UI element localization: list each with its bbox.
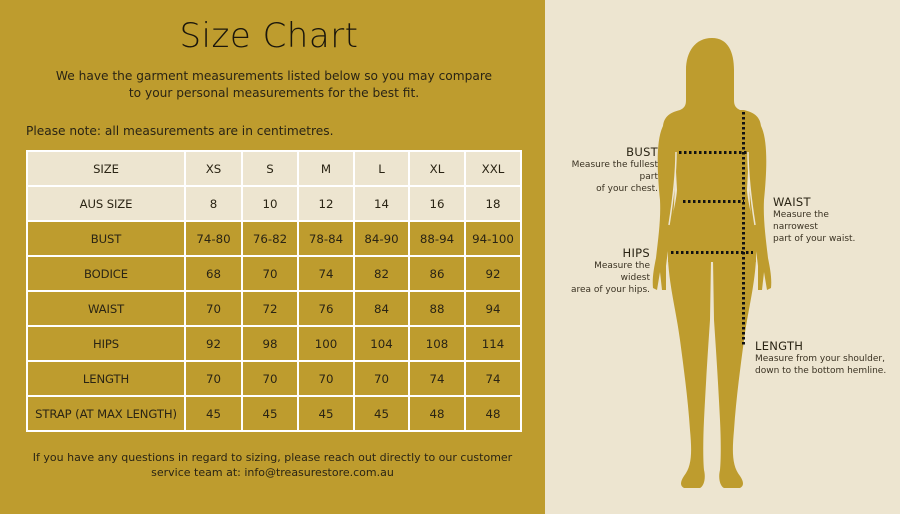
female-silhouette-icon xyxy=(652,38,772,488)
table-cell: 78-84 xyxy=(297,220,355,257)
table-cell: 94-100 xyxy=(464,220,522,257)
column-header-m: M xyxy=(297,150,355,187)
contact-line-2: service team at: info@treasurestore.com.… xyxy=(151,466,394,479)
table-cell: 74 xyxy=(297,255,355,292)
table-cell: 45 xyxy=(184,395,243,432)
table-cell: 14 xyxy=(353,185,410,222)
table-row-length: LENGTH 70 70 70 70 74 74 xyxy=(26,360,522,397)
waist-desc-1: Measure the xyxy=(773,210,829,220)
table-cell: 70 xyxy=(184,360,243,397)
table-cell: 88 xyxy=(408,290,466,327)
length-callout: LENGTH Measure from your shoulder, down … xyxy=(755,339,900,377)
table-cell: 88-94 xyxy=(408,220,466,257)
table-cell: 98 xyxy=(241,325,299,362)
intro-line-2: to your personal measurements for the be… xyxy=(128,86,420,100)
hips-title: HIPS xyxy=(622,246,650,260)
table-header-row: SIZE XS S M L XL XXL xyxy=(26,150,522,187)
table-cell: 10 xyxy=(241,185,299,222)
table-cell: 68 xyxy=(184,255,243,292)
table-cell: 8 xyxy=(184,185,243,222)
table-cell: 70 xyxy=(297,360,355,397)
table-cell: 70 xyxy=(184,290,243,327)
table-cell: 74-80 xyxy=(184,220,243,257)
column-header-s: S xyxy=(241,150,299,187)
table-cell: 45 xyxy=(297,395,355,432)
waist-title: WAIST xyxy=(773,195,811,209)
page-title: Size Chart xyxy=(179,16,359,56)
table-cell: 114 xyxy=(464,325,522,362)
bust-title: BUST xyxy=(626,145,658,159)
table-cell: 82 xyxy=(353,255,410,292)
table-cell: 48 xyxy=(408,395,466,432)
bust-desc-2: part xyxy=(639,172,658,182)
length-title: LENGTH xyxy=(755,339,804,353)
table-cell: 45 xyxy=(241,395,299,432)
table-cell: 94 xyxy=(464,290,522,327)
table-cell: 84 xyxy=(353,290,410,327)
table-cell: 18 xyxy=(464,185,522,222)
table-row-strap: STRAP (AT MAX LENGTH) 45 45 45 45 48 48 xyxy=(26,395,522,432)
length-desc-1: Measure from your shoulder, xyxy=(755,354,885,364)
waist-desc-2: narrowest xyxy=(773,222,818,232)
waist-desc-3: part of your waist. xyxy=(773,234,856,244)
units-note: Please note: all measurements are in cen… xyxy=(26,124,334,138)
length-desc-2: down to the bottom hemline. xyxy=(755,366,887,376)
table-cell: 92 xyxy=(464,255,522,292)
table-cell: 104 xyxy=(353,325,410,362)
table-cell: 92 xyxy=(184,325,243,362)
table-cell: 48 xyxy=(464,395,522,432)
column-header-l: L xyxy=(353,150,410,187)
row-label: HIPS xyxy=(26,325,186,362)
contact-note: If you have any questions in regard to s… xyxy=(0,450,545,480)
column-header-xxl: XXL xyxy=(464,150,522,187)
bust-callout: BUST Measure the fullest part of your ch… xyxy=(570,145,658,195)
row-label: BUST xyxy=(26,220,186,257)
row-label: WAIST xyxy=(26,290,186,327)
table-row-bust: BUST 74-80 76-82 78-84 84-90 88-94 94-10… xyxy=(26,220,522,257)
waist-callout: WAIST Measure the narrowest part of your… xyxy=(773,195,893,245)
hips-desc-3: area of your hips. xyxy=(570,285,650,295)
row-label: STRAP (AT MAX LENGTH) xyxy=(26,395,186,432)
table-cell: 108 xyxy=(408,325,466,362)
hips-desc-1: Measure the xyxy=(594,261,650,271)
table-cell: 16 xyxy=(408,185,466,222)
table-row-aus-size: AUS SIZE 8 10 12 14 16 18 xyxy=(26,185,522,222)
table-cell: 70 xyxy=(241,360,299,397)
table-cell: 70 xyxy=(353,360,410,397)
intro-text: We have the garment measurements listed … xyxy=(0,68,548,102)
measurement-guides xyxy=(671,112,753,345)
intro-line-1: We have the garment measurements listed … xyxy=(55,69,493,83)
table-cell: 76-82 xyxy=(241,220,299,257)
table-cell: 70 xyxy=(241,255,299,292)
table-cell: 45 xyxy=(353,395,410,432)
bust-desc-1: Measure the fullest xyxy=(571,160,658,170)
bust-desc-3: of your chest. xyxy=(596,184,658,194)
row-label: AUS SIZE xyxy=(26,185,186,222)
table-cell: 74 xyxy=(408,360,466,397)
table-cell: 12 xyxy=(297,185,355,222)
hips-callout: HIPS Measure the widest area of your hip… xyxy=(570,246,650,296)
contact-line-1: If you have any questions in regard to s… xyxy=(32,451,513,464)
table-row-bodice: BODICE 68 70 74 82 86 92 xyxy=(26,255,522,292)
table-row-hips: HIPS 92 98 100 104 108 114 xyxy=(26,325,522,362)
row-label: BODICE xyxy=(26,255,186,292)
table-row-waist: WAIST 70 72 76 84 88 94 xyxy=(26,290,522,327)
size-table: SIZE XS S M L XL XXL AUS SIZE 8 10 12 14… xyxy=(26,150,522,432)
column-header-xs: XS xyxy=(184,150,243,187)
hips-desc-2: widest xyxy=(620,273,650,283)
table-cell: 84-90 xyxy=(353,220,410,257)
table-cell: 76 xyxy=(297,290,355,327)
table-cell: 86 xyxy=(408,255,466,292)
row-label: LENGTH xyxy=(26,360,186,397)
table-cell: 72 xyxy=(241,290,299,327)
column-header-size: SIZE xyxy=(26,150,186,187)
column-header-xl: XL xyxy=(408,150,466,187)
table-cell: 74 xyxy=(464,360,522,397)
table-cell: 100 xyxy=(297,325,355,362)
